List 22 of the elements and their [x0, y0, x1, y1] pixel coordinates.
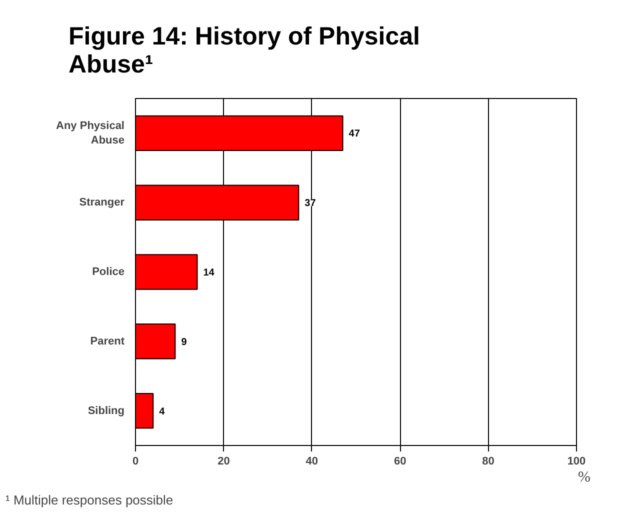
x-tick-label: 20: [218, 456, 230, 468]
y-tick-label: Stranger: [79, 196, 126, 209]
x-tick-label: 40: [306, 456, 318, 468]
data-label: 4: [159, 406, 166, 418]
data-label: 14: [203, 268, 215, 278]
x-tick-label: 60: [394, 456, 406, 468]
data-label: 9: [181, 336, 188, 348]
y-tick-label: Sibling: [88, 404, 125, 417]
x-axis-title: %: [578, 470, 591, 486]
x-tick-label: 0: [132, 456, 139, 468]
y-tick-label: Parent: [90, 335, 125, 348]
chart-title: Figure 14: History of Physical Abuse¹: [68, 22, 420, 78]
bar: [136, 392, 154, 429]
y-tick-label: Any Physical Abuse: [56, 120, 125, 146]
data-label: 37: [304, 198, 316, 210]
data-label: 47: [348, 128, 360, 140]
x-tick-label: 100: [567, 456, 586, 468]
bar: [136, 254, 198, 290]
x-tick-label: 80: [482, 456, 494, 468]
y-tick-label: Police: [92, 266, 124, 278]
text: ¹ Multiple responses possible: [6, 492, 174, 508]
bar: [136, 324, 176, 360]
